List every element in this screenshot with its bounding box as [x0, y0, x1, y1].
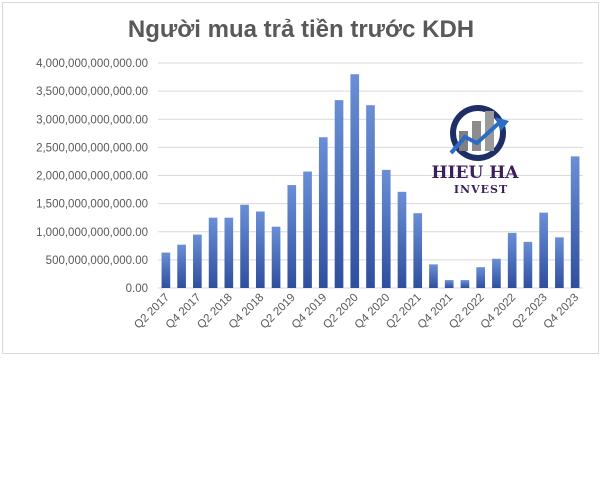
hieu-ha-invest-logo: HIEU HA INVEST: [432, 105, 520, 196]
bar: [381, 169, 391, 288]
bar: [287, 185, 297, 288]
y-tick-label: 2,000,000,000,000.00: [36, 171, 148, 183]
y-tick-label: 4,000,000,000,000.00: [36, 58, 148, 70]
bar: [507, 232, 517, 288]
x-tick-label: Q4 2023: [542, 292, 582, 332]
bar: [271, 226, 281, 288]
bar: [523, 241, 533, 288]
bar: [318, 137, 328, 288]
bar: [303, 171, 312, 288]
bar: [555, 237, 564, 288]
bar: [161, 252, 171, 288]
bars: [161, 74, 580, 288]
bar: [444, 280, 454, 288]
growth-chart-logo-icon: [449, 105, 509, 161]
bar: [397, 191, 407, 288]
bar: [208, 217, 218, 288]
y-tick-label: 3,000,000,000,000.00: [36, 114, 148, 126]
bar: [224, 217, 234, 288]
y-tick-label: 3,500,000,000,000.00: [36, 86, 148, 98]
bar: [366, 105, 375, 288]
bar: [429, 264, 438, 288]
bar: [460, 280, 470, 288]
y-axis-tick-labels: 0.00 500,000,000,000.00 1,000,000,000,000.…: [36, 58, 148, 295]
y-tick-label: 2,500,000,000,000.00: [36, 142, 148, 154]
bar: [334, 100, 344, 288]
bar: [350, 74, 360, 288]
bar: [413, 213, 423, 288]
bar: [570, 156, 580, 288]
logo-text-line2: INVEST: [454, 183, 508, 196]
chart-area: Người mua trả tiền trước KDH 0.00 500,000…: [2, 2, 599, 354]
bar: [255, 211, 265, 288]
bar: [492, 258, 501, 288]
bar-chart: Người mua trả tiền trước KDH 0.00 500,000…: [36, 16, 583, 332]
bar: [193, 234, 202, 288]
bar: [539, 212, 548, 288]
y-tick-label: 1,500,000,000,000.00: [36, 199, 148, 211]
chart-title: Người mua trả tiền trước KDH: [128, 16, 474, 43]
y-tick-label: 500,000,000,000.00: [46, 255, 148, 267]
y-tick-label: 1,000,000,000,000.00: [36, 227, 148, 239]
bar: [476, 267, 486, 288]
y-tick-label: 0.00: [126, 283, 148, 295]
bar: [177, 244, 186, 288]
logo-text-line1: HIEU HA: [432, 163, 520, 183]
bar: [240, 204, 249, 288]
